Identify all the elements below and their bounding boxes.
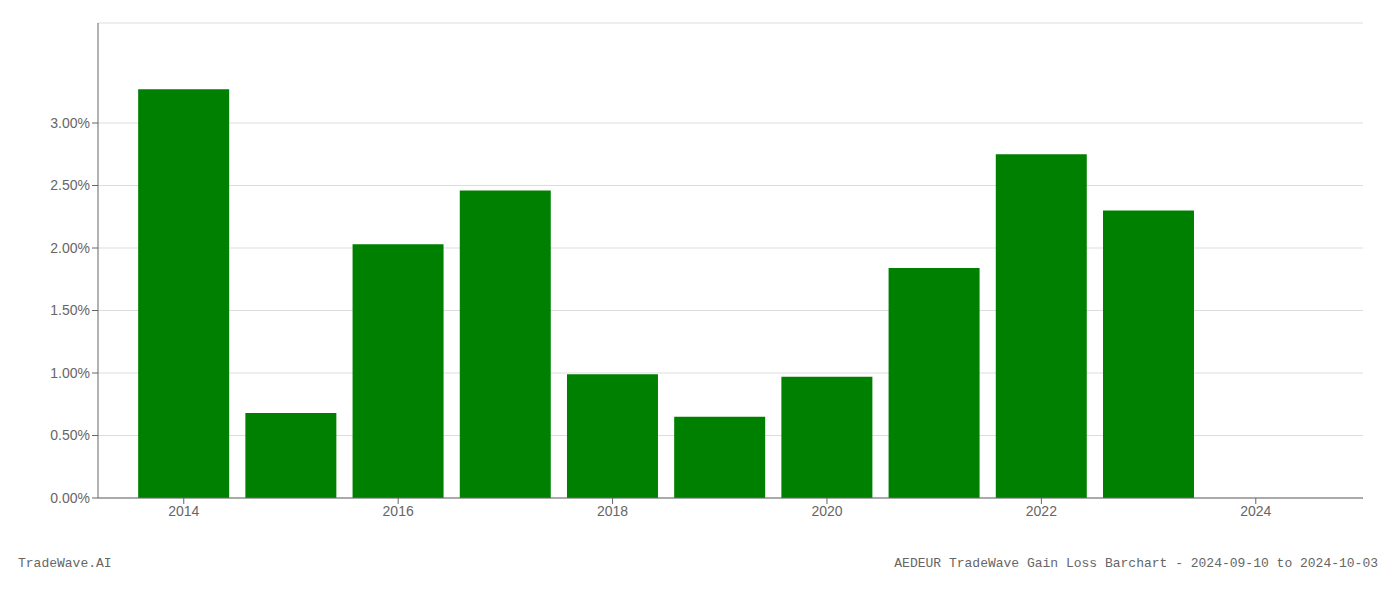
svg-text:2.00%: 2.00%: [50, 240, 90, 256]
svg-text:2022: 2022: [1026, 503, 1057, 519]
svg-text:0.50%: 0.50%: [50, 427, 90, 443]
svg-text:2020: 2020: [811, 503, 842, 519]
svg-text:2018: 2018: [597, 503, 628, 519]
svg-text:2016: 2016: [383, 503, 414, 519]
svg-text:0.00%: 0.00%: [50, 490, 90, 506]
svg-text:2.50%: 2.50%: [50, 177, 90, 193]
html-text:TradeWave.AI: TradeWave.AI: [18, 556, 112, 571]
svg-text:3.00%: 3.00%: [50, 115, 90, 131]
html-text:AEDEUR TradeWave Gain Loss Bar: AEDEUR TradeWave Gain Loss Barchart - 20…: [894, 556, 1378, 571]
svg-text:2014: 2014: [168, 503, 199, 519]
svg-text:1.50%: 1.50%: [50, 302, 90, 318]
svg-text:2024: 2024: [1240, 503, 1271, 519]
svg-text:1.00%: 1.00%: [50, 365, 90, 381]
